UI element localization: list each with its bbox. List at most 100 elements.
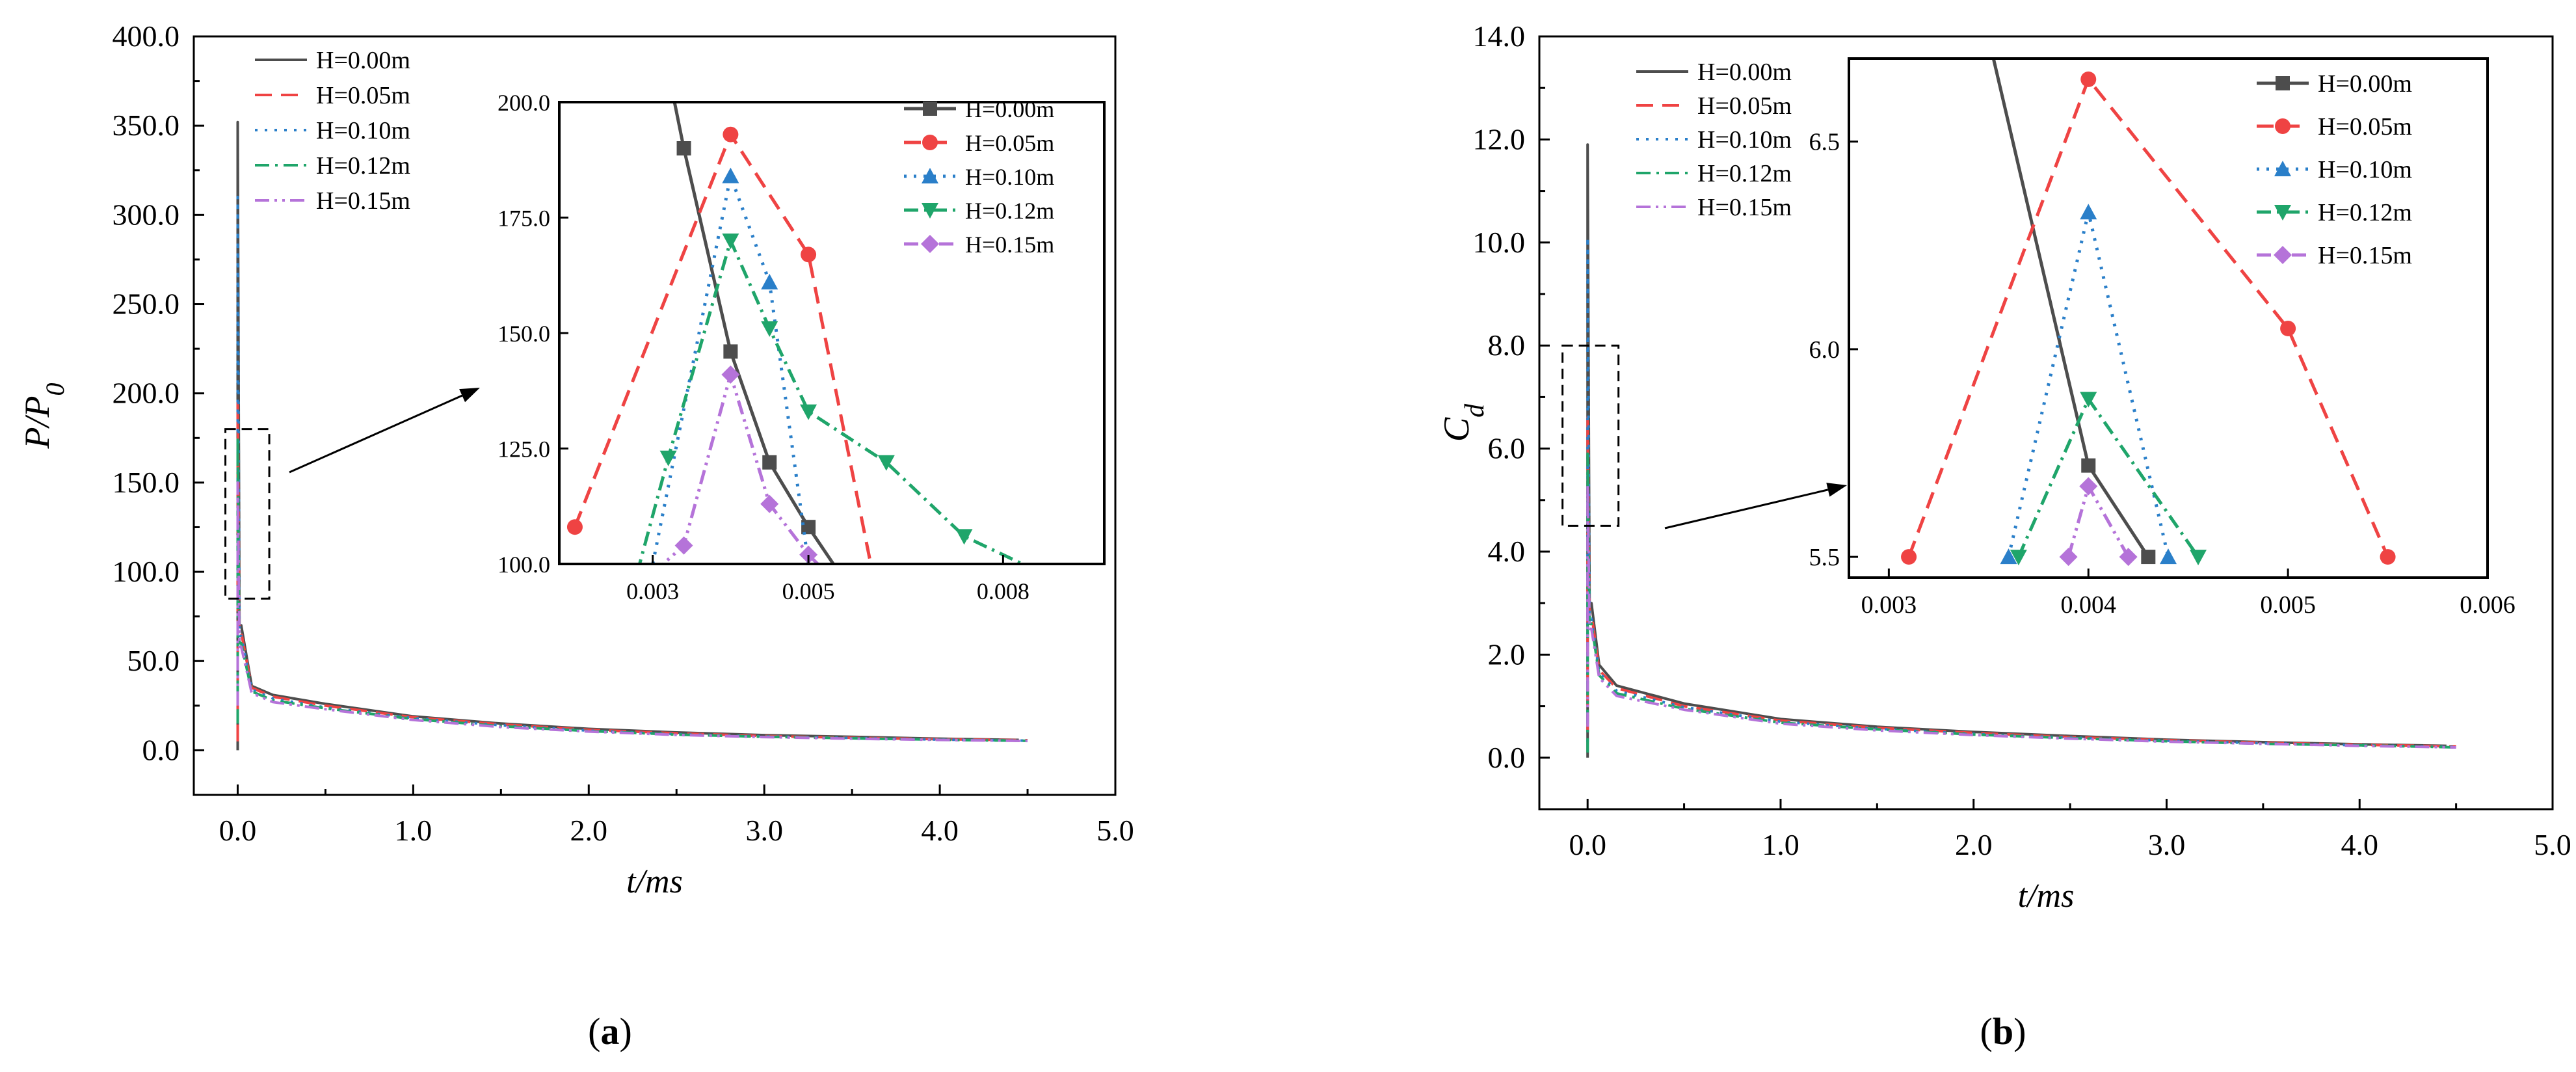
inset-point-h-015m xyxy=(2119,548,2138,567)
inset-y-tick-label: 200.0 xyxy=(498,90,550,116)
inset-legend-marker-h-012m xyxy=(922,203,938,219)
inset-point-h-015m xyxy=(2079,477,2098,496)
inset-point-h-005m xyxy=(2080,71,2097,87)
inset-y-tick-label: 5.5 xyxy=(1809,544,1840,571)
inset-series-group xyxy=(566,102,1027,564)
inset: 0.003 0.004 0.005 0.006 5.5 6.0 6.5 H=0.00m H=0.… xyxy=(1809,57,2516,619)
y-axis-label: P/P0 xyxy=(18,383,70,449)
inset-point-h-005m xyxy=(801,247,817,263)
inset-line-h-000m xyxy=(672,102,836,564)
inset-point-h-012m xyxy=(877,455,895,471)
inset-point-h-000m xyxy=(676,141,691,155)
inset-y-tick-label: 150.0 xyxy=(498,321,550,347)
inset-x-tick-label: 0.004 xyxy=(2061,591,2117,619)
inset-point-h-010m xyxy=(2160,548,2177,565)
inset-series-group xyxy=(1901,59,2396,567)
legend-label: H=0.12m xyxy=(1697,160,1792,187)
y-tick-label: 350.0 xyxy=(113,109,180,142)
inset-legend-label: H=0.15m xyxy=(2318,242,2412,269)
inset-legend-marker-h-000m xyxy=(2276,76,2290,90)
inset-point-h-000m xyxy=(801,520,816,535)
y-tick-label: 2.0 xyxy=(1488,637,1526,671)
x-axis-label: t/ms xyxy=(2018,878,2075,915)
inset-y-tick-label: 6.0 xyxy=(1809,336,1840,364)
y-tick-label: 10.0 xyxy=(1473,226,1526,259)
inset-x-tick-label: 0.003 xyxy=(1861,591,1917,619)
inset-line-h-005m xyxy=(573,133,873,564)
inset-legend-label: H=0.00m xyxy=(965,96,1054,122)
y-tick-label: 250.0 xyxy=(113,288,180,321)
inset-y-tick-label: 175.0 xyxy=(498,206,550,232)
legend-label: H=0.00m xyxy=(1697,59,1792,86)
legend-label: H=0.05m xyxy=(316,82,410,109)
y-tick-label: 0.0 xyxy=(142,733,180,766)
inset-frame xyxy=(1848,57,2489,579)
inset-point-h-012m xyxy=(659,450,677,466)
y-tick-label: 6.0 xyxy=(1488,432,1526,465)
inset-y-tick-label: 100.0 xyxy=(498,552,550,578)
inset-point-h-000m xyxy=(762,455,777,470)
inset-point-h-012m xyxy=(761,321,778,337)
inset-x-tick-label: 0.005 xyxy=(782,578,835,604)
inset-legend-marker-h-012m xyxy=(2274,205,2291,221)
x-tick-label: 5.0 xyxy=(1096,814,1134,847)
plot-frame xyxy=(193,35,1117,796)
inset-x-tick-label: 0.008 xyxy=(977,578,1029,604)
inset-point-h-015m xyxy=(2059,548,2078,567)
panel-caption: (a) xyxy=(588,1010,632,1052)
inset-legend-marker-h-010m xyxy=(922,168,938,183)
x-tick-label: 4.0 xyxy=(2341,828,2378,861)
inset-point-h-012m xyxy=(800,404,817,420)
legend-label: H=0.15m xyxy=(1697,194,1792,221)
y-tick-label: 0.0 xyxy=(1488,741,1526,774)
y-tick-label: 150.0 xyxy=(113,466,180,499)
legend-label: H=0.10m xyxy=(1697,126,1792,154)
inset-legend-label: H=0.15m xyxy=(965,232,1054,258)
zoom-arrow xyxy=(289,394,463,474)
legend-label: H=0.12m xyxy=(316,152,410,180)
y-tick-label: 200.0 xyxy=(113,377,180,410)
inset-legend-label: H=0.12m xyxy=(965,198,1054,224)
inset-point-h-012m xyxy=(2010,550,2027,566)
inset-background xyxy=(559,102,1104,564)
series-line-h-012m xyxy=(1586,452,2456,753)
inset-point-h-000m xyxy=(723,344,738,359)
x-tick-label: 2.0 xyxy=(1955,828,1993,861)
legend-label: H=0.00m xyxy=(316,47,410,74)
inset-legend-marker-h-000m xyxy=(923,101,937,116)
y-tick-label: 100.0 xyxy=(113,555,180,588)
inset-legend-label: H=0.05m xyxy=(2318,113,2412,141)
inset-y-tick-label: 125.0 xyxy=(498,436,550,462)
panel-caption: (b) xyxy=(1980,1010,2026,1052)
inset-point-h-015m xyxy=(721,365,740,384)
inset-point-h-000m xyxy=(2141,550,2156,565)
inset-x-tick-label: 0.006 xyxy=(2460,591,2516,619)
inset-point-h-012m xyxy=(2080,392,2097,408)
x-tick-label: 2.0 xyxy=(570,814,608,847)
inset: 0.003 0.005 0.008 100.0 125.0 150.0 175.0 200.0… xyxy=(498,90,1106,604)
inset-legend-marker-h-010m xyxy=(2274,161,2291,176)
x-axis-label: t/ms xyxy=(626,863,683,900)
inset-point-h-012m xyxy=(955,529,973,545)
inset-x-tick-label: 0.005 xyxy=(2260,591,2316,619)
y-tick-label: 300.0 xyxy=(113,198,180,231)
inset-point-h-005m xyxy=(2280,320,2296,336)
y-tick-label: 4.0 xyxy=(1488,535,1526,568)
zoom-box xyxy=(1561,344,1620,527)
inset-point-h-015m xyxy=(799,545,818,564)
series-line-h-010m xyxy=(236,195,1028,742)
panel-a: 0.0 1.0 2.0 3.0 4.0 5.0 0.0 50.0 100.0 150.0 200.0… xyxy=(18,20,1134,1052)
series-line-h-015m xyxy=(236,481,1028,743)
x-tick-label: 0.0 xyxy=(219,814,257,847)
y-tick-label: 8.0 xyxy=(1488,328,1526,362)
inset-line-h-012m xyxy=(637,239,1027,564)
x-tick-label: 3.0 xyxy=(745,814,783,847)
inset-point-h-015m xyxy=(760,494,779,513)
legend-label: H=0.05m xyxy=(1697,92,1792,120)
y-tick-label: 50.0 xyxy=(127,644,180,677)
inset-legend-marker-h-005m xyxy=(2275,118,2291,134)
inset-legend-label: H=0.05m xyxy=(965,130,1054,156)
inset-legend-label: H=0.10m xyxy=(965,164,1054,190)
inset-point-h-005m xyxy=(2380,549,2396,565)
x-tick-label: 1.0 xyxy=(1762,828,1799,861)
